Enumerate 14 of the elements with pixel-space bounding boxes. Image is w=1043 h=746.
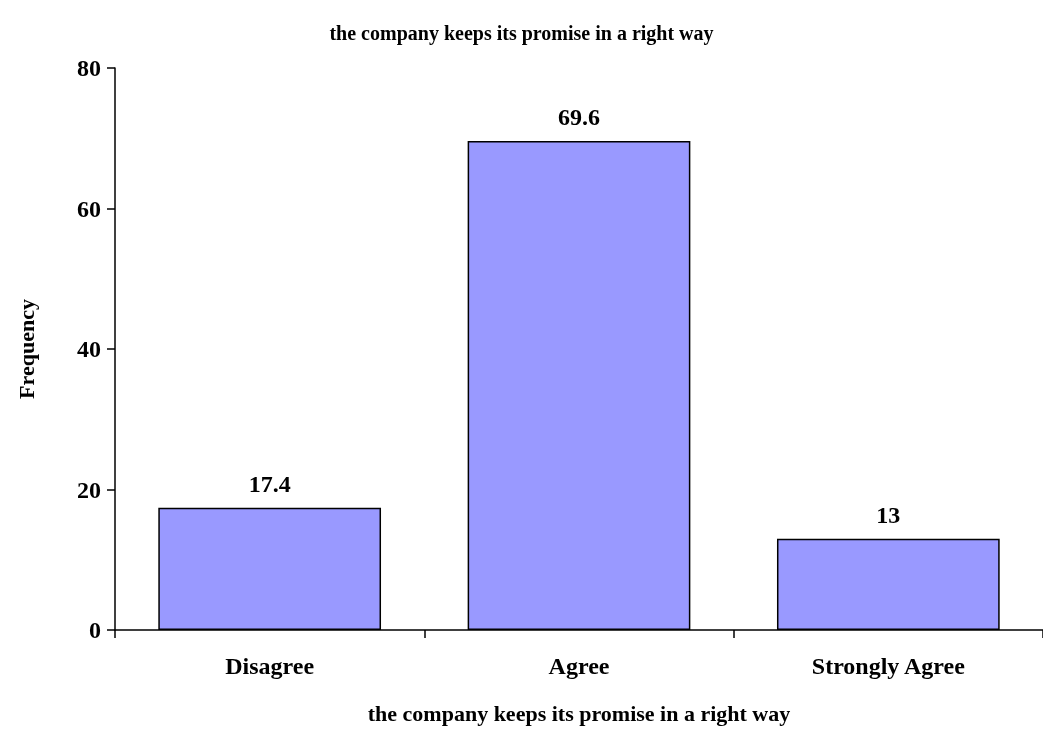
y-tick-label: 80 xyxy=(77,55,101,81)
y-axis-title: Frequency xyxy=(13,299,39,399)
x-tick-label: Agree xyxy=(548,653,610,679)
data-label: 69.6 xyxy=(558,104,600,131)
y-tick-label: 40 xyxy=(77,336,101,362)
data-label: 13 xyxy=(876,501,901,528)
x-tick-label: Disagree xyxy=(225,653,315,679)
x-axis-title: the company keeps its promise in a right way xyxy=(367,700,791,726)
chart-title: the company keeps its promise in a right way xyxy=(329,22,714,45)
y-tick-label: 0 xyxy=(89,617,101,643)
x-tick-label: Strongly Agree xyxy=(811,653,966,679)
data-label: 17.4 xyxy=(248,470,291,497)
y-tick-label: 20 xyxy=(77,476,101,503)
y-tick-label: 60 xyxy=(77,195,101,222)
